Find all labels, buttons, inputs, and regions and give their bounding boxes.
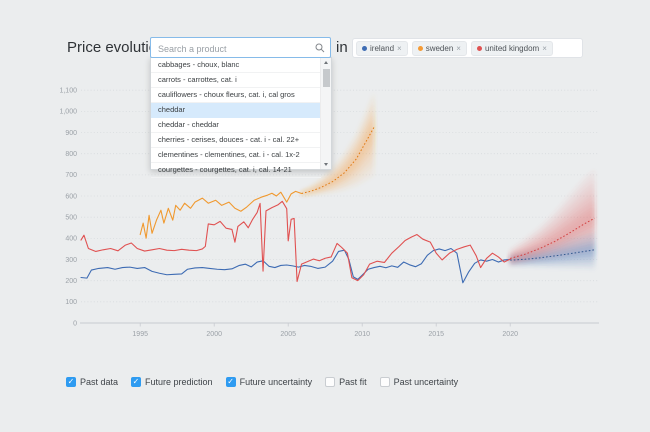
past-data-line-ireland	[80, 247, 511, 284]
unchecked-icon[interactable]	[379, 377, 390, 387]
dropdown-item-cheddar[interactable]: cheddar	[151, 103, 321, 118]
series-color-dot	[417, 45, 423, 51]
y-tick-label: 1,100	[59, 88, 77, 95]
country-tags[interactable]: ireland × sweden × united kingdom ×	[352, 38, 583, 58]
checked-icon[interactable]: ✓	[66, 377, 76, 387]
x-tick-label: 1995	[132, 331, 148, 338]
tag-label: ireland	[370, 43, 395, 53]
remove-tag-icon[interactable]: ×	[397, 43, 402, 53]
x-tick-label: 2020	[502, 331, 518, 338]
tag-label: united kingdom	[484, 43, 540, 53]
country-tag-ireland[interactable]: ireland ×	[356, 40, 408, 56]
checkbox-future-prediction[interactable]: ✓ Future prediction	[131, 377, 213, 387]
series-color-dot	[362, 45, 367, 51]
dropdown-item-carrots-carrottes-cat-i[interactable]: carrots - carrottes, cat. i	[151, 73, 321, 88]
future-prediction-line-united-kingdom	[510, 217, 595, 259]
dropdown-item-clementines-clementines-cat-i-[interactable]: clementines - clementines, cat. i - cal.…	[151, 148, 321, 163]
y-tick-label: 300	[65, 257, 77, 264]
search-input[interactable]	[156, 40, 310, 57]
checkbox-past-fit[interactable]: Past fit	[325, 377, 367, 387]
y-tick-label: 700	[65, 172, 77, 179]
y-tick-label: 0	[73, 320, 77, 327]
dropdown-item-cherries-cerises-douces-cat-i-[interactable]: cherries - cerises, douces - cat. i - ca…	[151, 133, 321, 148]
y-tick-label: 800	[65, 151, 77, 158]
unchecked-icon[interactable]	[325, 377, 336, 387]
x-tick-label: 2005	[280, 331, 296, 338]
product-search-box[interactable]	[150, 37, 331, 58]
past-data-line-united-kingdom	[80, 200, 511, 283]
checked-icon[interactable]: ✓	[225, 377, 236, 387]
x-tick-label: 2015	[428, 331, 444, 338]
dropdown-item-cabbages-choux-blanc[interactable]: cabbages - choux, blanc	[151, 58, 321, 73]
future-prediction-line-ireland	[510, 249, 595, 261]
checked-icon[interactable]: ✓	[131, 377, 142, 387]
product-dropdown-list: cabbages - choux, blanc carrots - carrott…	[151, 58, 321, 178]
display-options: ✓ Past data ✓ Future prediction ✓ Future unce…	[66, 377, 458, 387]
checkbox-label: Past data	[80, 377, 119, 387]
y-tick-label: 1,000	[59, 109, 77, 116]
dropdown-item-cheddar-cheddar[interactable]: cheddar - cheddar	[151, 118, 321, 133]
y-tick-label: 900	[65, 130, 77, 137]
checkbox-future-uncertainty[interactable]: ✓ Future uncertainty	[225, 377, 313, 387]
checkbox-past-uncertainty[interactable]: Past uncertainty	[379, 377, 459, 387]
dropdown-item-cauliflowers-choux-fleurs-cat-[interactable]: cauliflowers - choux fleurs, cat. i, cal…	[151, 88, 321, 103]
checkbox-label: Future prediction	[145, 377, 213, 387]
scroll-down-icon[interactable]	[321, 160, 331, 169]
remove-tag-icon[interactable]: ×	[542, 43, 547, 53]
series-color-dot	[476, 45, 482, 51]
checkbox-past-data[interactable]: ✓ Past data	[66, 377, 118, 387]
y-tick-label: 200	[65, 278, 77, 285]
tag-label: sweden	[425, 43, 454, 53]
product-dropdown: cabbages - choux, blanc carrots - carrott…	[150, 57, 332, 178]
dropdown-scrollbar[interactable]	[320, 58, 331, 169]
scrollbar-thumb[interactable]	[322, 69, 330, 87]
y-tick-label: 400	[65, 236, 77, 243]
search-icon	[315, 43, 325, 53]
dropdown-item-courgettes-courgettes-cat-i-ca[interactable]: courgettes - courgettes, cat. i, cal. 14…	[151, 163, 321, 178]
checkbox-label: Future uncertainty	[239, 377, 313, 387]
remove-tag-icon[interactable]: ×	[456, 43, 461, 53]
preposition-label: in	[336, 39, 348, 56]
country-tag-united-kingdom[interactable]: united kingdom ×	[470, 40, 553, 56]
past-data-line-sweden	[139, 190, 303, 239]
future-uncertainty-fan-united-kingdom	[510, 170, 595, 266]
checkbox-label: Past fit	[339, 377, 367, 387]
checkbox-label: Past uncertainty	[393, 377, 459, 387]
y-tick-label: 600	[65, 193, 77, 200]
scroll-up-icon[interactable]	[321, 58, 331, 67]
x-tick-label: 2000	[206, 331, 222, 338]
future-prediction-line-sweden	[301, 126, 375, 194]
y-tick-label: 100	[65, 299, 77, 306]
y-tick-label: 500	[65, 214, 77, 221]
x-tick-label: 2010	[354, 331, 370, 338]
country-tag-sweden[interactable]: sweden ×	[411, 40, 467, 56]
